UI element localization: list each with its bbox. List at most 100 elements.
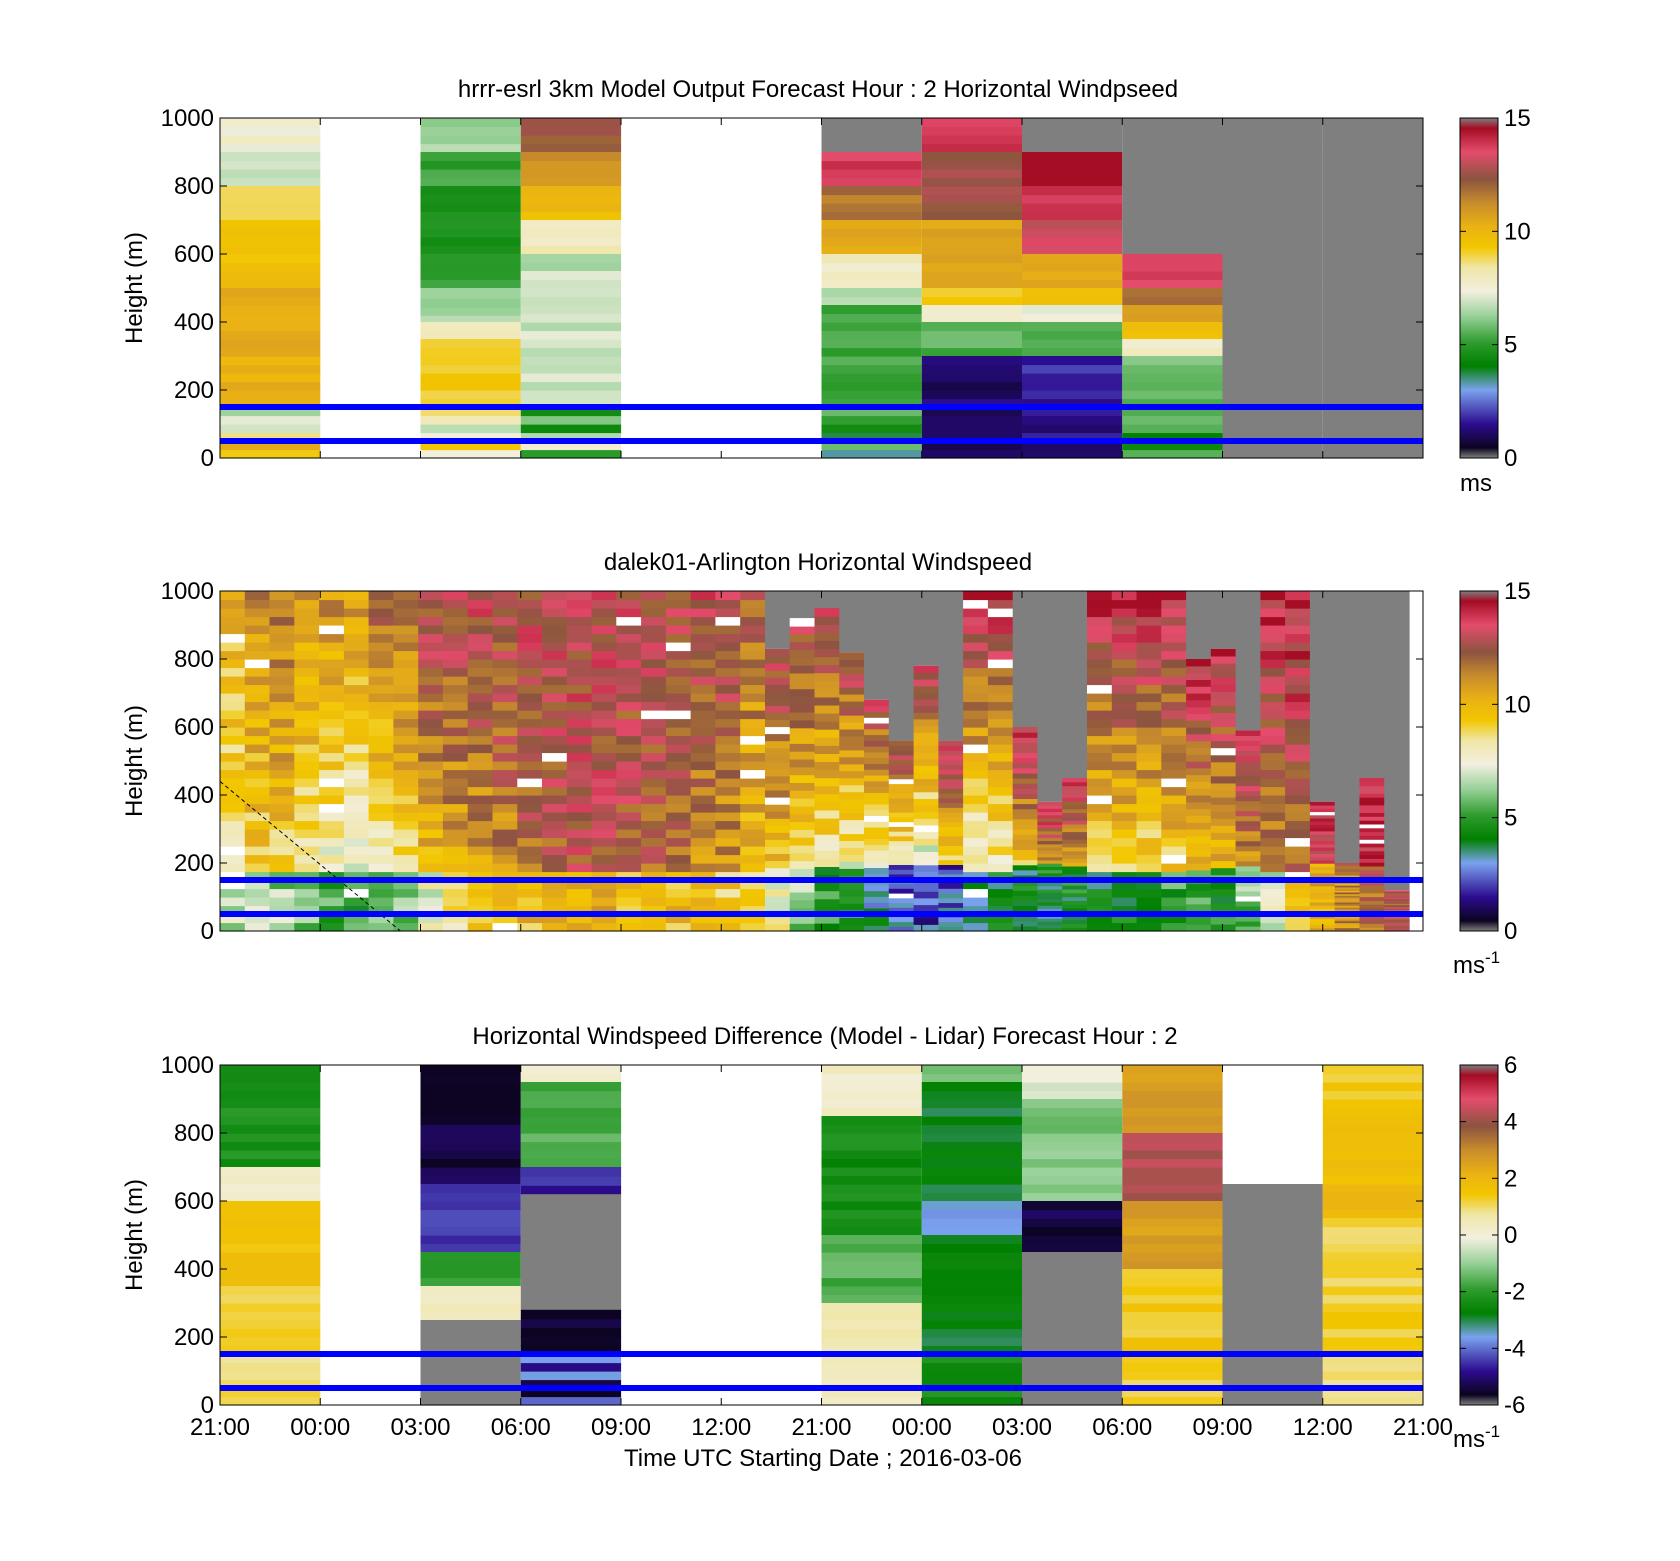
heatmap-cell xyxy=(1136,905,1162,915)
heatmap-cell xyxy=(765,726,791,735)
heatmap-cell xyxy=(1285,744,1311,754)
heatmap-cell xyxy=(921,305,1023,315)
heatmap-cell xyxy=(418,880,444,890)
heatmap-cell xyxy=(1285,667,1311,677)
heatmap-cell xyxy=(294,591,320,601)
heatmap-cell xyxy=(418,829,444,839)
heatmap-cell xyxy=(542,897,568,907)
heatmap-cell xyxy=(740,863,766,873)
heatmap-cell xyxy=(269,795,295,805)
heatmap-cell xyxy=(542,837,568,847)
heatmap-cell xyxy=(442,914,469,924)
heatmap-cell xyxy=(1322,262,1424,272)
heatmap-cell xyxy=(821,1167,922,1177)
heatmap-cell xyxy=(1087,625,1113,635)
heatmap-cell xyxy=(294,786,320,796)
heatmap-cell xyxy=(888,778,915,785)
heatmap-cell xyxy=(294,718,320,728)
heatmap-cell xyxy=(220,356,321,366)
heatmap-cell xyxy=(641,633,667,643)
heatmap-cell xyxy=(616,710,642,720)
heatmap-cell xyxy=(864,919,890,926)
heatmap-cell xyxy=(368,727,394,737)
heatmap-cell xyxy=(269,761,295,771)
heatmap-cell xyxy=(938,821,964,827)
heatmap-cell xyxy=(269,710,295,720)
heatmap-cell xyxy=(220,390,321,400)
heatmap-cell xyxy=(814,680,840,690)
heatmap-cell xyxy=(1384,890,1410,892)
heatmap-cell xyxy=(715,761,741,771)
heatmap-cell xyxy=(690,778,716,788)
heatmap-cell xyxy=(938,745,964,751)
heatmap-cell xyxy=(641,846,667,856)
heatmap-cell xyxy=(269,905,295,915)
heatmap-cell xyxy=(442,659,469,669)
heatmap-cell xyxy=(1122,381,1223,391)
heatmap-cell xyxy=(1022,245,1123,255)
heatmap-cell xyxy=(1322,1218,1424,1228)
heatmap-cell xyxy=(393,591,419,601)
heatmap-cell xyxy=(442,667,469,677)
heatmap-cell xyxy=(420,330,521,340)
heatmap-cell xyxy=(420,254,521,264)
heatmap-cell xyxy=(591,863,617,873)
heatmap-cell xyxy=(1037,856,1063,861)
heatmap-cell xyxy=(294,803,320,813)
heatmap-cell xyxy=(220,608,246,618)
heatmap-cell xyxy=(665,735,692,745)
heatmap-cell xyxy=(1111,608,1138,618)
heatmap-cell xyxy=(1235,850,1261,857)
heatmap-cell xyxy=(244,650,271,660)
heatmap-cell xyxy=(690,616,716,626)
heatmap-cell xyxy=(1022,322,1123,332)
heatmap-cell xyxy=(220,186,321,196)
heatmap-cell xyxy=(368,837,394,847)
heatmap-cell xyxy=(921,1362,1023,1372)
heatmap-cell xyxy=(1334,891,1361,895)
heatmap-cell xyxy=(740,812,766,822)
heatmap-cell xyxy=(591,897,617,907)
heatmap-cell xyxy=(715,812,741,822)
heatmap-cell xyxy=(520,220,622,230)
heatmap-cell xyxy=(765,797,791,805)
heatmap-cell xyxy=(1359,888,1385,894)
heatmap-cell xyxy=(1260,667,1286,677)
heatmap-cell xyxy=(1022,347,1123,357)
heatmap-cell xyxy=(220,701,246,711)
heatmap-cell xyxy=(1136,625,1162,635)
heatmap-cell xyxy=(1037,898,1063,903)
heatmap-cell xyxy=(1136,727,1162,737)
heatmap-cell xyxy=(1210,719,1237,728)
heatmap-cell xyxy=(888,764,915,770)
heatmap-cell xyxy=(220,211,321,221)
heatmap-cell xyxy=(1322,220,1424,230)
heatmap-cell xyxy=(1222,441,1323,451)
heatmap-cell xyxy=(542,769,568,779)
heatmap-cell xyxy=(1285,735,1311,745)
heatmap-cell xyxy=(220,398,321,408)
heatmap-cell xyxy=(520,313,622,323)
heatmap-cell xyxy=(1322,1294,1424,1304)
heatmap-cell xyxy=(938,802,964,808)
heatmap-cell xyxy=(1161,684,1187,694)
heatmap-cell xyxy=(1309,827,1336,832)
heatmap-cell xyxy=(913,924,939,932)
heatmap-cell xyxy=(1122,1294,1223,1304)
heatmap-cell xyxy=(1022,1303,1123,1313)
heatmap-cell xyxy=(1322,143,1424,153)
heatmap-cell xyxy=(467,591,494,601)
heatmap-cell xyxy=(1062,846,1088,852)
heatmap-cell xyxy=(520,1276,622,1286)
heatmap-cell xyxy=(566,846,593,856)
heatmap-cell xyxy=(269,897,295,907)
heatmap-cell xyxy=(1334,922,1361,925)
heatmap-cell xyxy=(715,608,741,618)
heatmap-cell xyxy=(1037,869,1063,874)
heatmap-cell xyxy=(690,667,716,677)
heatmap-cell xyxy=(244,871,271,881)
heatmap-cell xyxy=(1384,907,1410,910)
heatmap-cell xyxy=(1186,699,1212,708)
colorbar-tick-label: 15 xyxy=(1504,105,1531,132)
heatmap-cell xyxy=(220,837,246,847)
